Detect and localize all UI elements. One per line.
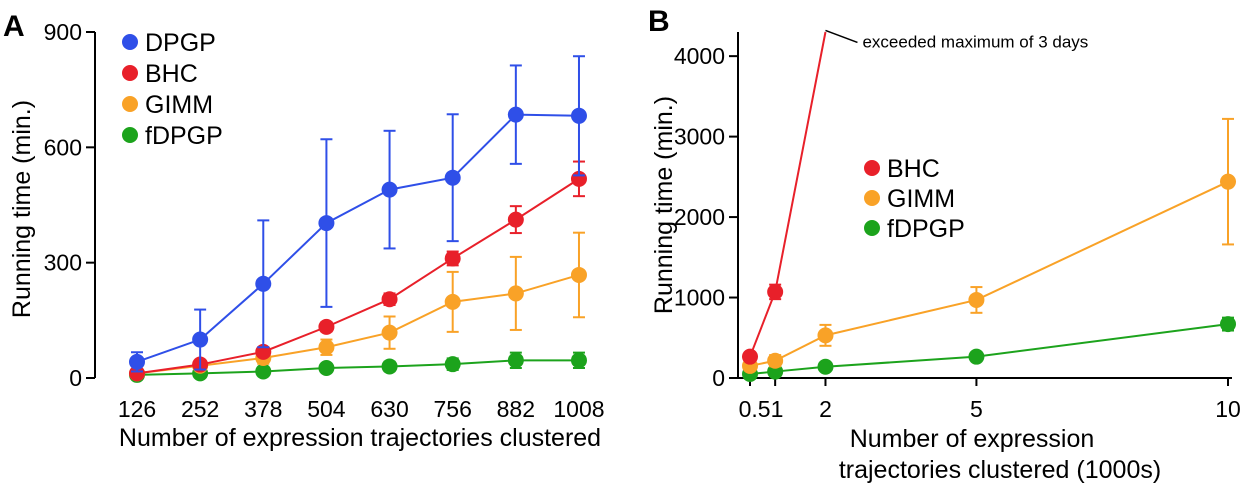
panel-b-y-axis-title: Running time (min.) [650, 96, 678, 314]
panel-a-point-dpgp [318, 215, 335, 232]
panel-a-point-bhc [444, 250, 461, 267]
panel-a-series-dpgp [129, 55, 587, 373]
panel-a-x-tick-label: 1008 [553, 396, 604, 422]
panel-a-x-axis-title: Number of expression trajectories cluste… [119, 424, 601, 452]
panel-a-point-bhc [129, 365, 145, 382]
panel-a-point-dpgp [192, 331, 209, 348]
panel-b-y-tick-label: 3000 [674, 124, 725, 150]
panel-a-legend-marker-gimm [122, 96, 138, 112]
panel-a-point-gimm [570, 266, 587, 283]
panel-a-y-tick-label: 300 [44, 250, 82, 276]
panel-b-y-tick-label: 2000 [674, 204, 725, 230]
panel-b-point-fdpgp [817, 358, 834, 375]
panel-a-x-tick-label: 378 [244, 396, 282, 422]
panel-b-series-gimm [742, 117, 1236, 374]
panel-a-point-dpgp [381, 181, 398, 198]
panel-b-x-tick-label: 10 [1215, 396, 1241, 422]
panel-a-y-axis-title: Running time (min.) [8, 100, 36, 318]
panel-b-point-bhc [767, 283, 784, 300]
panel-b-label: B [648, 5, 670, 38]
panel-a-x-tick-label: 630 [370, 396, 408, 422]
panel-b-y-tick-label: 1000 [674, 285, 725, 311]
panel-b-x-axis-title-line1: Number of expression [850, 425, 1095, 453]
panel-b-x-axis-title-line2: trajectories clustered (1000s) [839, 456, 1161, 484]
panel-a-point-fdpgp [381, 358, 398, 375]
panel-a-point-dpgp [507, 106, 524, 123]
panel-b-series-bhc [742, 31, 827, 365]
panel-a-y-tick-label: 600 [44, 134, 82, 160]
panel-b-point-bhc [742, 348, 758, 365]
panel-b-annotation-leader [825, 29, 858, 44]
panel-a-line-gimm [136, 274, 580, 375]
panel-a-label: A [3, 10, 25, 43]
panel-b-x-tick-label: 5 [970, 396, 983, 422]
panel-a: A 0 300 600 900 126 252 378 504 630 756 882 1008Numb… [3, 10, 605, 452]
panel-a-x-tick-label: 126 [118, 396, 156, 422]
panel-b-legend-marker-gimm [864, 190, 880, 206]
panel-a-point-dpgp [129, 353, 145, 370]
panel-a-point-gimm [318, 339, 335, 356]
panel-a-point-dpgp [570, 107, 587, 124]
panel-b-x-tick-label: 2 [819, 396, 832, 422]
panel-a-legend-label-gimm: GIMM [145, 91, 213, 119]
panel-a-point-bhc [381, 291, 398, 308]
panel-a-line-dpgp [136, 113, 579, 363]
panel-a-line-bhc [136, 178, 580, 375]
panel-a-point-bhc [318, 318, 335, 335]
panel-b-legend-marker-fdpgp [864, 220, 880, 236]
panel-a-point-dpgp [444, 169, 461, 186]
panel-a-point-fdpgp [507, 352, 524, 369]
panel-b-line-bhc [749, 31, 827, 358]
panel-a-x-tick-label: 252 [181, 396, 219, 422]
panel-a-point-fdpgp [255, 363, 272, 380]
panel-a-legend-marker-dpgp [122, 34, 138, 50]
panel-b-point-gimm [1220, 173, 1236, 190]
panel-a-legend-label-dpgp: DPGP [145, 29, 216, 57]
panel-a-point-fdpgp [570, 352, 587, 369]
panel-b-point-gimm [767, 352, 784, 369]
panel-a-y-tick-label: 0 [69, 365, 82, 391]
panel-a-x-tick-label: 756 [434, 396, 472, 422]
panel-a-point-fdpgp [318, 360, 335, 377]
panel-b-series-fdpgp [742, 316, 1236, 382]
panel-a-point-gimm [444, 293, 461, 310]
panel-a-x-tick-label: 504 [307, 396, 346, 422]
panel-a-point-dpgp [255, 275, 272, 292]
panel-a-point-gimm [507, 285, 524, 302]
panel-b-y-tick-label: 0 [712, 365, 725, 391]
panel-a-point-fdpgp [444, 356, 461, 373]
panel-a-legend-label-fdpgp: fDPGP [145, 122, 223, 150]
panel-a-series-bhc [129, 160, 587, 382]
panel-b-legend-marker-bhc [864, 160, 880, 176]
panel-a-legend-label-bhc: BHC [145, 60, 198, 88]
panel-b-point-fdpgp [968, 348, 985, 365]
panel-b-legend-label-bhc: BHC [887, 155, 940, 183]
panel-a-legend-marker-fdpgp [122, 127, 138, 143]
panel-b-legend-label-gimm: GIMM [887, 185, 955, 213]
panel-b: B 0 1000 2000 3000 4000 0.51 2 5 10 Number of expr… [648, 5, 1241, 484]
panel-a-legend-marker-bhc [122, 65, 138, 81]
panel-b-point-fdpgp [1220, 316, 1236, 333]
panel-b-legend-label-fdpgp: fDPGP [887, 215, 965, 243]
panel-b-point-gimm [968, 291, 985, 308]
panel-b-annotation: exceeded maximum of 3 days [862, 32, 1088, 51]
panel-a-point-gimm [381, 324, 398, 341]
panel-a-line-fdpgp [136, 359, 579, 376]
panel-a-y-tick-label: 900 [44, 19, 82, 45]
panel-b-x-tick-label: 0.51 [739, 396, 784, 422]
panel-a-x-tick-label: 882 [497, 396, 535, 422]
panel-a-point-bhc [507, 211, 524, 228]
panel-b-point-gimm [817, 327, 834, 344]
panel-b-y-tick-label: 4000 [674, 43, 725, 69]
